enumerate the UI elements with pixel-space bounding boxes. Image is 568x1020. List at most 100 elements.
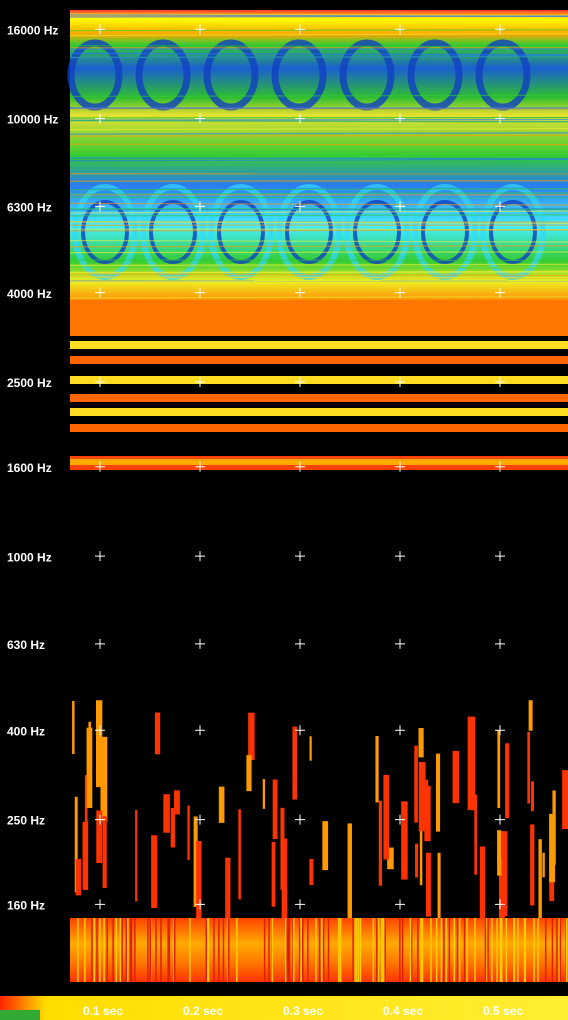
grid-cross xyxy=(95,113,105,124)
streak xyxy=(125,918,128,982)
streak xyxy=(298,918,301,982)
streak xyxy=(424,785,431,842)
arch xyxy=(67,39,123,111)
streak xyxy=(559,918,562,982)
harmonic xyxy=(70,394,568,402)
streak xyxy=(309,859,314,886)
harmonic xyxy=(70,356,568,364)
streak xyxy=(383,774,390,860)
grid-cross xyxy=(95,287,105,298)
streak xyxy=(84,918,86,982)
grid-cross xyxy=(95,201,105,212)
streak xyxy=(285,918,287,982)
color-bar xyxy=(0,996,568,1020)
grid-cross xyxy=(195,24,205,35)
texture-line xyxy=(69,202,568,206)
grid-cross xyxy=(95,24,105,35)
streak xyxy=(505,743,510,819)
streak xyxy=(474,918,476,982)
streak xyxy=(500,918,503,982)
texture-line xyxy=(69,273,568,277)
arch xyxy=(203,39,259,111)
arch xyxy=(407,39,463,111)
grid-cross xyxy=(195,638,205,649)
texture-line xyxy=(69,188,568,191)
streak xyxy=(77,918,79,982)
streak xyxy=(445,918,447,982)
streak xyxy=(189,918,191,982)
grid-cross xyxy=(395,287,405,298)
grid-cross xyxy=(395,376,405,387)
streak xyxy=(542,852,545,878)
streak xyxy=(562,770,568,830)
x-tick-label: 0.5 sec xyxy=(483,1004,523,1018)
streak xyxy=(135,810,138,902)
streak xyxy=(248,712,255,761)
streak xyxy=(378,800,382,886)
texture-line xyxy=(69,221,568,224)
streak xyxy=(425,852,431,917)
grid-cross xyxy=(395,113,405,124)
streak xyxy=(238,809,241,900)
streak xyxy=(484,918,487,982)
arch xyxy=(480,184,546,280)
streak xyxy=(410,918,413,982)
streak xyxy=(246,755,252,792)
streak xyxy=(307,918,309,982)
streak xyxy=(74,796,78,893)
texture-line xyxy=(69,134,568,137)
streak xyxy=(357,918,360,982)
streak xyxy=(130,918,133,982)
spectrogram-texture xyxy=(0,13,568,1020)
streak xyxy=(262,779,266,809)
grid-cross xyxy=(95,461,105,472)
grid-cross xyxy=(395,814,405,825)
grid-cross xyxy=(295,899,305,910)
grid-cross xyxy=(295,24,305,35)
harmonic xyxy=(70,459,568,465)
grid-cross xyxy=(495,24,505,35)
streak xyxy=(491,918,493,982)
grid-cross xyxy=(195,287,205,298)
streak xyxy=(288,918,291,982)
streak xyxy=(225,857,231,918)
texture-line xyxy=(69,14,568,18)
streak xyxy=(322,918,325,982)
grid-cross xyxy=(395,201,405,212)
streak xyxy=(497,830,502,876)
texture-line xyxy=(69,55,568,59)
texture-line xyxy=(69,251,568,254)
grid-cross xyxy=(195,814,205,825)
streak xyxy=(558,918,561,982)
streak xyxy=(533,918,535,982)
texture-line xyxy=(69,157,568,160)
streak xyxy=(513,918,515,982)
y-tick-label: 10000 Hz xyxy=(7,113,58,127)
streak xyxy=(486,918,488,982)
streak xyxy=(127,918,129,982)
streak xyxy=(293,918,295,982)
texture-line xyxy=(69,29,568,32)
streak xyxy=(121,918,123,982)
streak xyxy=(339,918,342,982)
grid-cross xyxy=(495,814,505,825)
streak xyxy=(115,918,118,982)
streak xyxy=(271,841,276,907)
streak xyxy=(147,918,149,982)
streak xyxy=(448,918,451,982)
arch xyxy=(285,200,333,264)
texture-line xyxy=(69,187,568,190)
harmonic xyxy=(70,341,568,349)
streak xyxy=(387,847,394,870)
streak xyxy=(151,835,158,908)
color-key xyxy=(0,1010,40,1020)
streak xyxy=(119,918,122,982)
grid-cross xyxy=(195,551,205,562)
streak xyxy=(418,728,424,758)
streak xyxy=(443,918,445,982)
grid-cross xyxy=(395,899,405,910)
streak xyxy=(399,918,401,982)
grid-cross xyxy=(495,201,505,212)
streak xyxy=(154,712,161,755)
streak xyxy=(272,779,278,840)
